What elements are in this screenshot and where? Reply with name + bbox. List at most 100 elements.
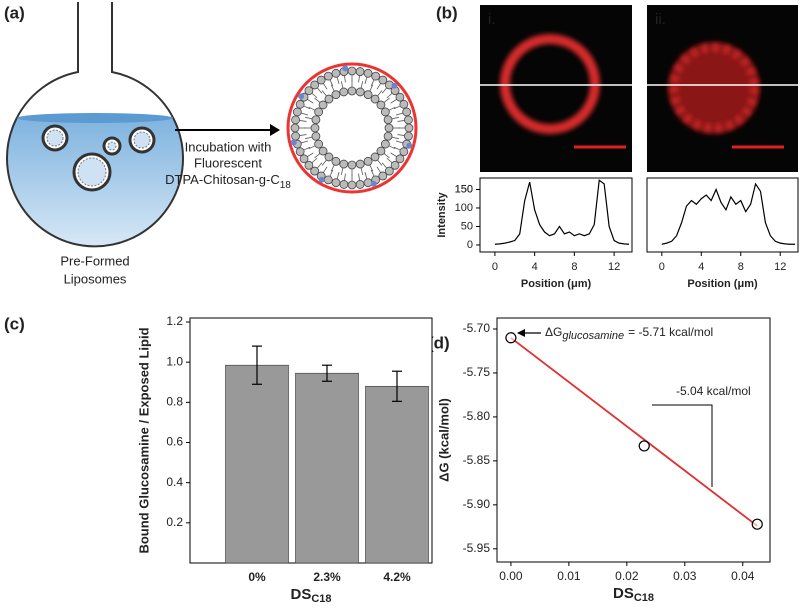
lipid-head <box>311 115 321 125</box>
lipid-head <box>304 86 314 96</box>
lipid-head <box>295 147 305 157</box>
x-tick-label: 4 <box>698 261 704 273</box>
lipid-head <box>290 123 300 133</box>
lipid-head <box>323 71 333 81</box>
x-axis-label: Position (μm) <box>687 278 758 290</box>
polymer-anchor <box>318 176 325 183</box>
profile-line <box>661 182 796 245</box>
y-tick-label: 0.4 <box>166 475 183 489</box>
lipid-head <box>314 139 324 149</box>
fluorescent-speckle <box>670 44 758 132</box>
lipid-head <box>363 68 373 78</box>
lipid-head <box>399 147 409 157</box>
x-tick-label: 0% <box>248 570 266 584</box>
profile-line <box>494 179 630 245</box>
plot-frame <box>479 177 633 253</box>
x-axis-label-main: Position (μm) <box>521 278 592 290</box>
annotation-sub: glucosamine <box>562 330 624 342</box>
liquid-surface <box>17 113 173 123</box>
x-tick-label: 2.3% <box>313 570 341 584</box>
y-tick-label: 100 <box>455 202 473 214</box>
lipid-head <box>331 90 341 100</box>
y-tick-label: 150 <box>455 183 473 195</box>
lipid-head <box>299 154 309 164</box>
arrow-label: DTPA-Chitosan-g-C18 <box>165 172 291 190</box>
lipid-head <box>291 115 300 125</box>
y-tick-label: 0 <box>467 239 473 251</box>
arrow-label: Incubation with <box>185 139 272 154</box>
lipid-head <box>383 131 393 141</box>
lipid-head <box>399 99 409 109</box>
lipid-head <box>370 152 380 162</box>
x-axis-label: DSC18 <box>613 585 654 604</box>
liposome-core <box>77 157 107 187</box>
x-tick-label: 0 <box>659 261 665 273</box>
lipid-head <box>378 75 388 85</box>
flask <box>6 2 184 248</box>
lipid-head <box>331 68 341 78</box>
x-tick-label: 4.2% <box>383 570 411 584</box>
lipid-head <box>404 123 414 133</box>
x-axis-label-sub: C18 <box>634 592 654 604</box>
annotation-arrow-head <box>517 329 525 337</box>
annotation: ΔGglucosamine = -5.71 kcal/mol <box>545 325 713 342</box>
lipid-head <box>295 99 305 109</box>
panel-label: (b) <box>436 3 458 22</box>
y-tick-label: -5.95 <box>463 541 491 555</box>
lipid-head <box>347 180 357 190</box>
lipid-head <box>310 166 320 176</box>
y-tick-label: 50 <box>461 220 473 232</box>
lipid-head <box>363 90 373 100</box>
x-tick-label: 0.00 <box>499 569 523 583</box>
lipid-head <box>370 94 380 104</box>
lipid-head <box>380 139 390 149</box>
lipid-head <box>384 123 394 133</box>
y-tick-label: 150 <box>455 183 473 195</box>
lipid-head <box>347 66 357 76</box>
lipid-head <box>311 131 321 141</box>
x-axis-label-main: Position (μm) <box>687 278 758 290</box>
fluorescent-particle <box>668 42 760 134</box>
data-point <box>638 440 650 452</box>
x-axis-label-sub: C18 <box>311 593 331 605</box>
annotation-symbol: ΔG <box>545 325 562 339</box>
polymer: DTPA-Chitosan-g-C <box>165 172 280 187</box>
liposome-core <box>133 131 151 149</box>
lipid-head <box>355 180 365 189</box>
bar <box>365 385 429 564</box>
y-tick-label: 1.0 <box>166 354 183 368</box>
lipid-head <box>318 146 328 156</box>
image-label: i. <box>488 11 496 28</box>
diagram: Incubation with Fluorescent DTPA-Chitosa… <box>6 2 418 286</box>
flask-label: Liposomes <box>64 271 127 286</box>
x-tick-label: 8 <box>738 261 744 273</box>
panel-label: (d) <box>428 333 450 352</box>
polymer-anchor <box>391 82 398 89</box>
lipid-head <box>404 131 413 141</box>
lipid-head <box>339 87 349 97</box>
y-tick-label: 0.8 <box>166 395 183 409</box>
lipid-head <box>324 94 334 104</box>
lipid-head <box>380 107 390 117</box>
lipid-head <box>376 146 386 156</box>
fluorescent-ring <box>500 34 600 134</box>
slope-triangle <box>652 404 713 487</box>
lipid-head <box>339 159 349 169</box>
y-tick-label: -5.85 <box>463 453 491 467</box>
lipid-head <box>339 180 349 189</box>
bar <box>295 372 359 564</box>
panel-label: (a) <box>4 3 25 22</box>
polymer-anchor <box>370 180 377 187</box>
lipid-head <box>331 178 341 188</box>
lipid-head <box>371 71 381 81</box>
lipid-head <box>384 166 394 176</box>
arrow-label: Fluorescent <box>194 155 262 170</box>
lipid-head <box>378 171 388 181</box>
data-point <box>751 518 763 530</box>
annotation-text: = -5.71 kcal/mol <box>628 325 713 339</box>
lipid-head <box>404 115 413 125</box>
x-tick-label: 0.03 <box>673 569 697 583</box>
lipid-head <box>331 156 341 166</box>
y-tick-label: -5.80 <box>463 409 491 423</box>
lipid-head <box>376 100 386 110</box>
